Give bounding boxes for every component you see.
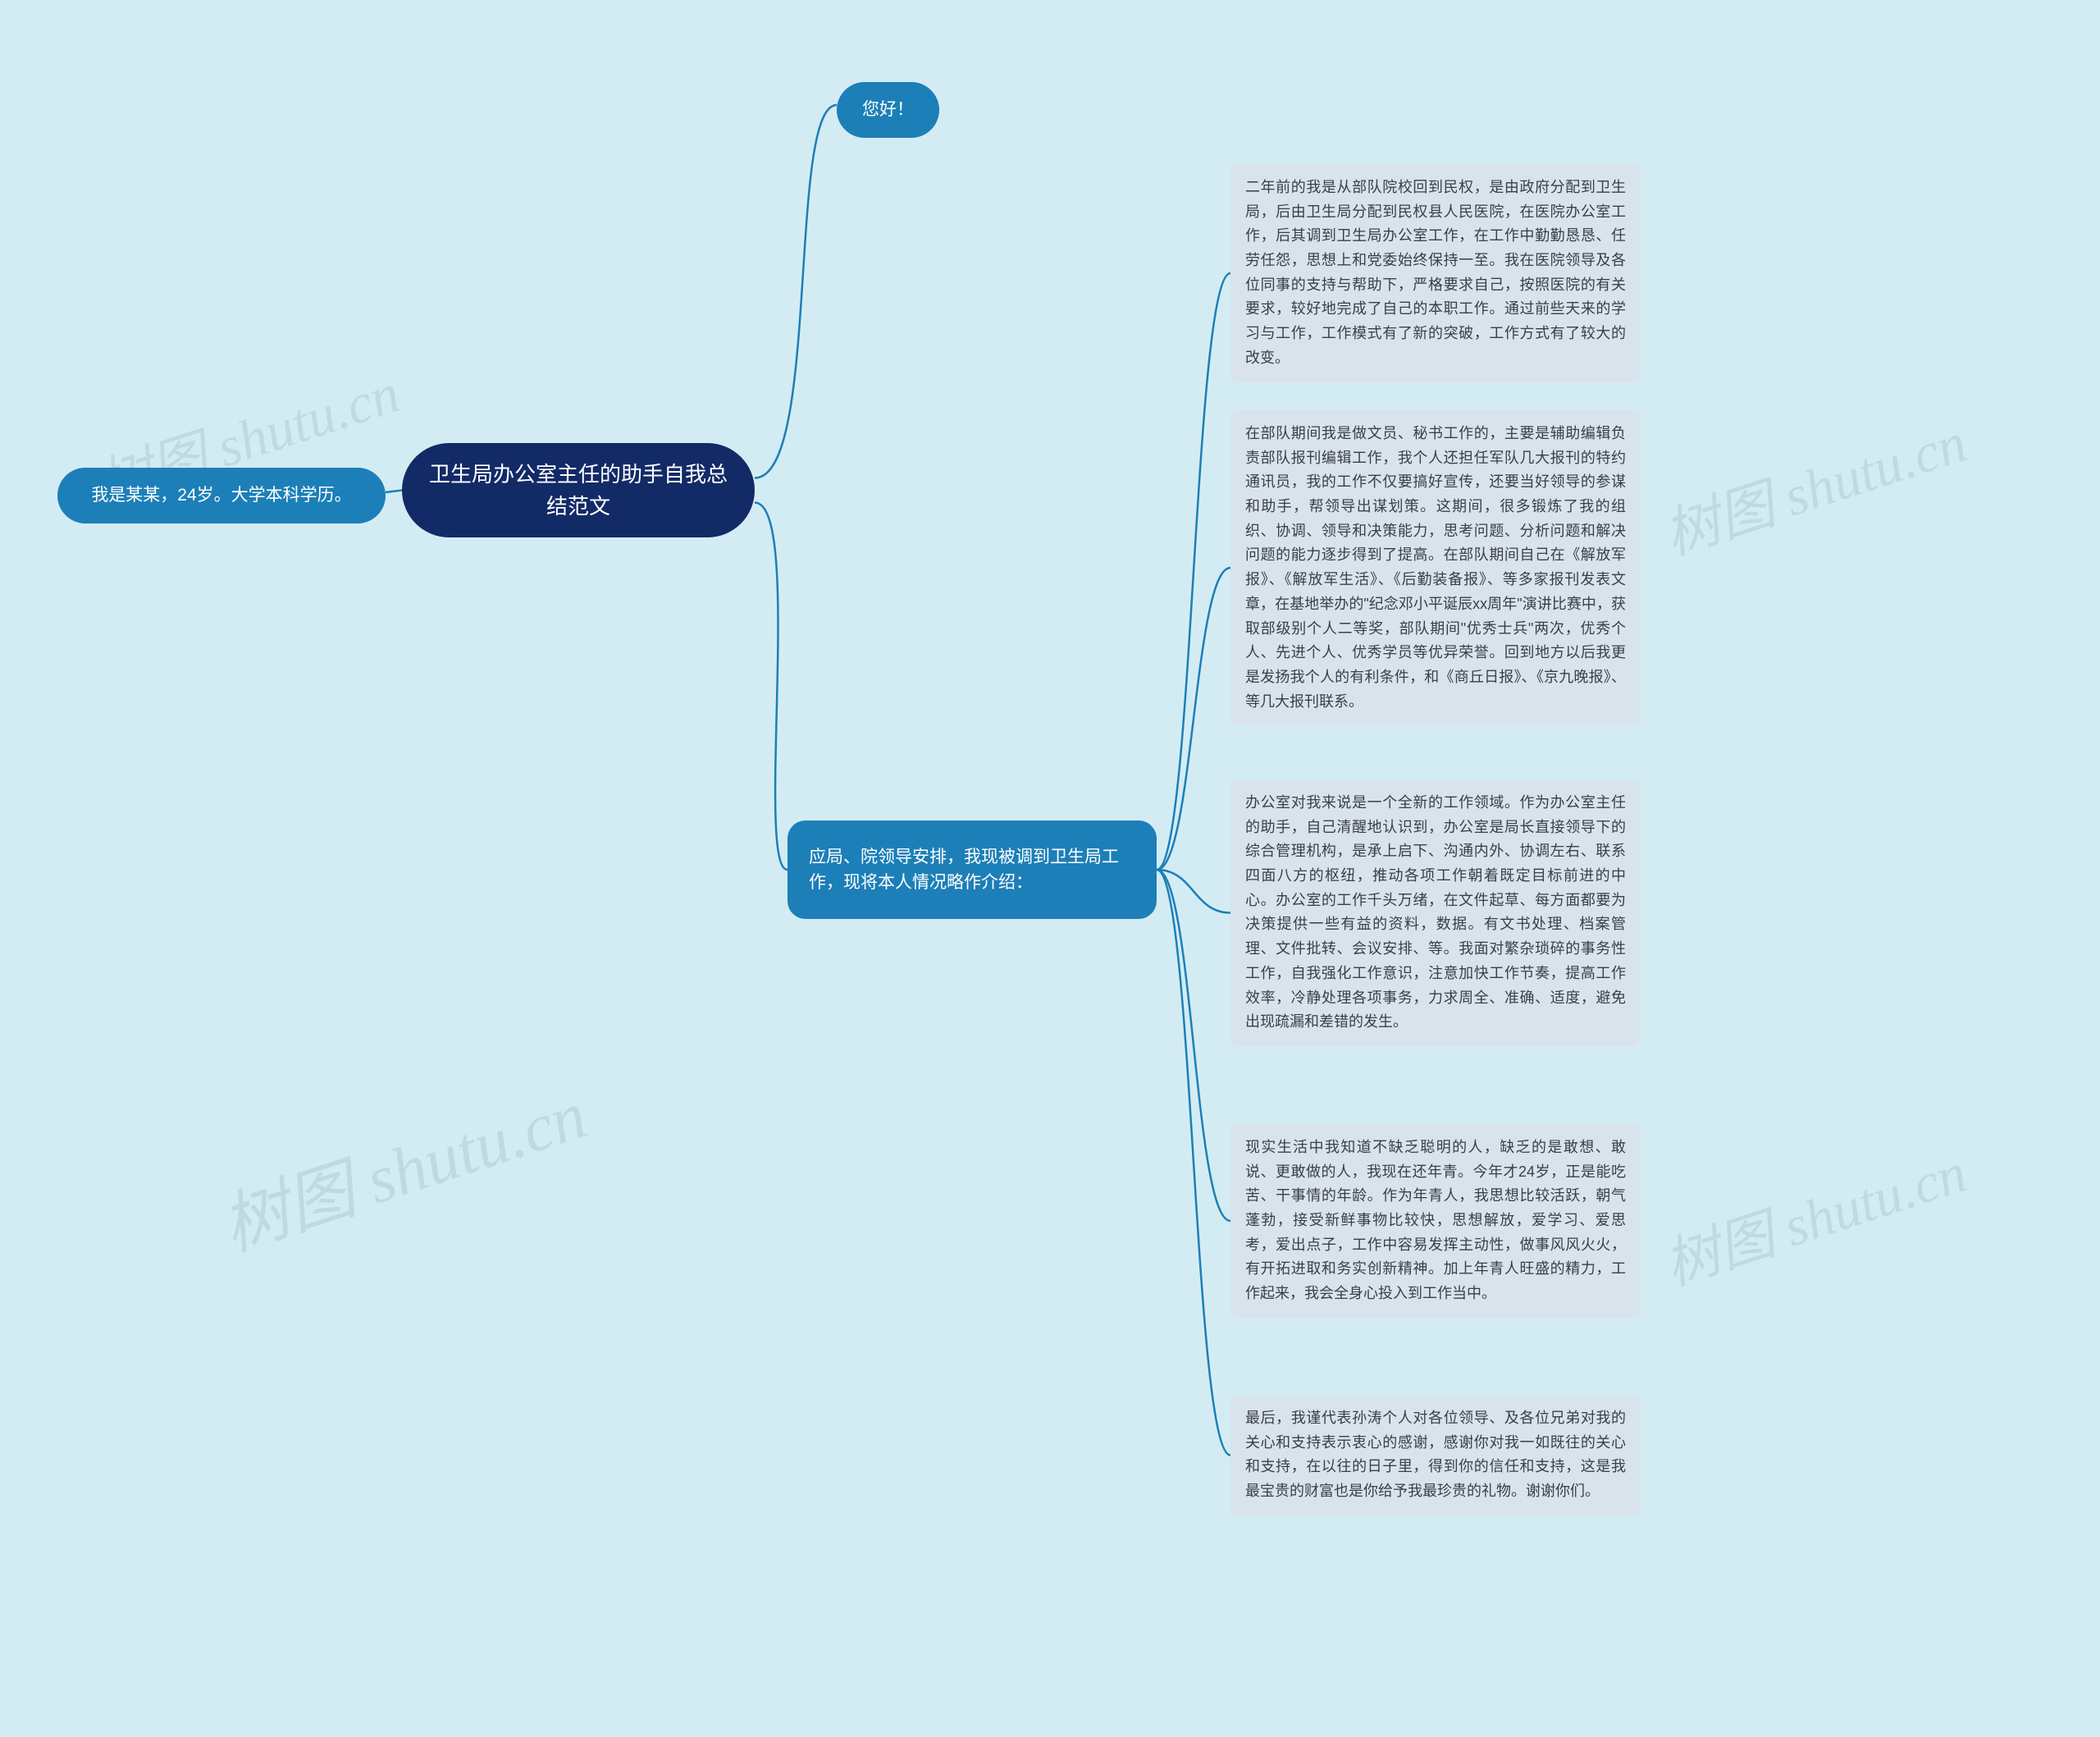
paragraph-node: 办公室对我来说是一个全新的工作领域。作为办公室主任的助手，自己清醒地认识到，办公… (1230, 779, 1641, 1046)
intro-branch-node: 应局、院领导安排，我现被调到卫生局工作，现将本人情况略作介绍： (788, 821, 1157, 919)
left-intro-node: 我是某某，24岁。大学本科学历。 (57, 468, 386, 523)
watermark-text: 树图 shutu.cn (208, 1060, 596, 1269)
greeting-text: 您好！ (862, 97, 914, 123)
left-intro-text: 我是某某，24岁。大学本科学历。 (91, 482, 351, 509)
paragraph-node: 现实生活中我知道不缺乏聪明的人，缺乏的是敢想、敢说、更敢做的人，我现在还年青。今… (1230, 1124, 1641, 1318)
paragraph-node: 在部队期间我是做文员、秘书工作的，主要是辅助编辑负责部队报刊编辑工作，我个人还担… (1230, 410, 1641, 725)
watermark-text: 树图 shutu.cn (1652, 396, 1974, 570)
paragraph-node: 二年前的我是从部队院校回到民权，是由政府分配到卫生局，后由卫生局分配到民权县人民… (1230, 164, 1641, 382)
root-text: 卫生局办公室主任的助手自我总结范文 (427, 459, 730, 523)
paragraph-node: 最后，我谨代表孙涛个人对各位领导、及各位兄弟对我的关心和支持表示衷心的感谢，感谢… (1230, 1395, 1641, 1515)
greeting-node: 您好！ (837, 82, 939, 138)
root-node: 卫生局办公室主任的助手自我总结范文 (402, 443, 755, 537)
intro-branch-text: 应局、院领导安排，我现被调到卫生局工作，现将本人情况略作介绍： (809, 844, 1135, 896)
watermark-text: 树图 shutu.cn (1652, 1127, 1974, 1300)
